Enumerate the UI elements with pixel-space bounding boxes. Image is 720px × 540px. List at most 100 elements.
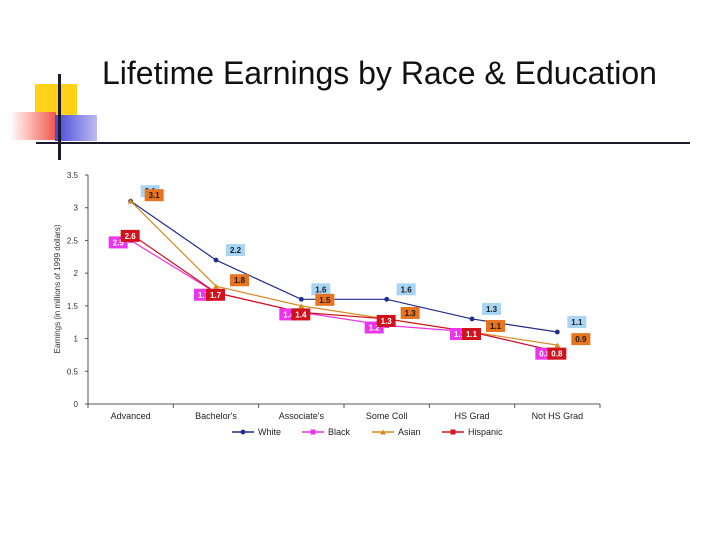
legend: White Black Asian Hispanic <box>232 427 503 437</box>
point-asian <box>298 303 305 309</box>
data-labels: 3.12.21.61.61.31.12.51.71.41.21.10.83.11… <box>108 185 591 360</box>
data-label-bg <box>400 306 420 319</box>
data-label-text: 1.3 <box>486 305 498 314</box>
data-label-bg <box>571 333 591 346</box>
data-label-bg <box>462 328 481 341</box>
data-label-asian: 3.1 <box>144 189 164 202</box>
series-line-asian <box>130 200 558 346</box>
legend-marker <box>450 429 456 435</box>
data-label-text: 1.3 <box>405 309 417 318</box>
data-label-bg <box>482 302 501 315</box>
point-white <box>554 329 560 335</box>
x-category-label: Not HS Grad <box>532 411 584 421</box>
data-label-white: 1.6 <box>396 283 416 296</box>
point-asian <box>554 342 561 348</box>
data-label-asian: 1.1 <box>486 320 505 333</box>
data-label-hispanic: 1.7 <box>206 288 225 301</box>
legend-item-black: Black <box>302 427 351 437</box>
data-label-asian: 0.9 <box>571 333 591 346</box>
point-asian <box>127 198 134 204</box>
data-label-text: 1.7 <box>198 291 210 300</box>
legend-marker <box>240 429 246 435</box>
legend-label: Asian <box>398 427 421 437</box>
point-asian <box>213 283 219 289</box>
data-label-text: 1.1 <box>490 322 502 331</box>
decor-horizontal-rule <box>36 142 690 144</box>
y-tick-label: 0.5 <box>67 367 79 376</box>
data-label-white: 2.2 <box>226 244 245 257</box>
y-tick-label: 3.5 <box>67 171 79 180</box>
x-category-label: Associate's <box>279 411 325 421</box>
data-label-white: 1.1 <box>567 316 587 329</box>
data-label-text: 1.8 <box>234 276 246 285</box>
data-label-hispanic: 1.3 <box>376 314 396 327</box>
y-tick-label: 1.5 <box>67 302 79 311</box>
point-white <box>298 296 304 302</box>
data-label-text: 2.6 <box>125 232 137 241</box>
data-label-text: 1.2 <box>369 323 381 332</box>
data-label-text: 1.7 <box>210 291 222 300</box>
data-label-white: 1.3 <box>482 302 501 315</box>
y-axis-title: Earnings (in millions of 1999 dollars) <box>53 224 62 353</box>
data-label-text: 2.2 <box>230 246 242 255</box>
data-label-bg <box>144 189 164 202</box>
data-label-asian: 1.8 <box>230 274 249 287</box>
x-category-label: HS Grad <box>454 411 489 421</box>
data-label-text: 1.6 <box>315 285 327 294</box>
legend-marker <box>380 429 386 435</box>
data-label-text: 1.6 <box>401 285 413 294</box>
data-label-hispanic: 1.1 <box>462 328 481 341</box>
legend-item-asian: Asian <box>372 427 421 437</box>
legend-marker <box>310 429 316 435</box>
data-label-hispanic: 0.8 <box>547 347 567 360</box>
data-label-bg <box>376 314 396 327</box>
decor-vertical-rule <box>58 74 61 160</box>
data-label-bg <box>311 283 331 296</box>
data-label-bg <box>567 316 587 329</box>
data-label-text: 1.5 <box>319 296 331 305</box>
data-label-bg <box>486 320 505 333</box>
data-label-bg <box>547 347 567 360</box>
data-label-bg <box>226 244 245 257</box>
data-label-text: 2.5 <box>113 238 125 247</box>
decor-blue-block <box>55 115 97 141</box>
data-label-text: 1.3 <box>381 317 393 326</box>
data-label-text: 1.1 <box>571 318 583 327</box>
data-label-text: 0.9 <box>575 335 587 344</box>
slide-title: Lifetime Earnings by Race & Education <box>102 55 657 91</box>
axes: 0 0.5 1 1.5 2 2.5 3 3.5 Advanced Bachelor's Associ… <box>67 171 601 421</box>
legend-label: Black <box>328 427 351 437</box>
data-label-hispanic: 1.4 <box>291 308 311 321</box>
y-tick-label: 3 <box>74 204 79 213</box>
data-label-bg <box>396 283 416 296</box>
legend-label: Hispanic <box>468 427 503 437</box>
x-category-label: Some Coll <box>366 411 408 421</box>
legend-label: White <box>258 427 281 437</box>
x-category-label: Advanced <box>111 411 151 421</box>
data-label-text: 1.1 <box>454 330 466 339</box>
y-tick-label: 2.5 <box>67 236 79 245</box>
point-white <box>213 257 219 263</box>
data-label-text: 0.8 <box>539 350 551 359</box>
data-label-text: 0.8 <box>551 350 563 359</box>
legend-item-white: White <box>232 427 281 437</box>
point-white <box>384 296 390 302</box>
data-label-bg <box>230 274 249 287</box>
data-label-bg <box>315 293 335 306</box>
legend-item-hispanic: Hispanic <box>442 427 503 437</box>
data-label-text: 1.1 <box>466 330 478 339</box>
data-label-text: 1.4 <box>283 310 295 319</box>
point-white <box>469 316 475 322</box>
data-label-text: 1.4 <box>295 310 307 319</box>
y-tick-label: 1 <box>74 335 79 344</box>
decor-red-block <box>10 112 56 140</box>
data-label-bg <box>120 229 140 242</box>
data-label-hispanic: 2.6 <box>120 229 140 242</box>
data-label-bg <box>206 288 225 301</box>
y-tick-label: 0 <box>74 400 79 409</box>
series-line-hispanic <box>130 233 558 353</box>
data-label-text: 3.1 <box>149 191 161 200</box>
x-category-label: Bachelor's <box>195 411 237 421</box>
data-label-asian: 1.3 <box>400 306 420 319</box>
